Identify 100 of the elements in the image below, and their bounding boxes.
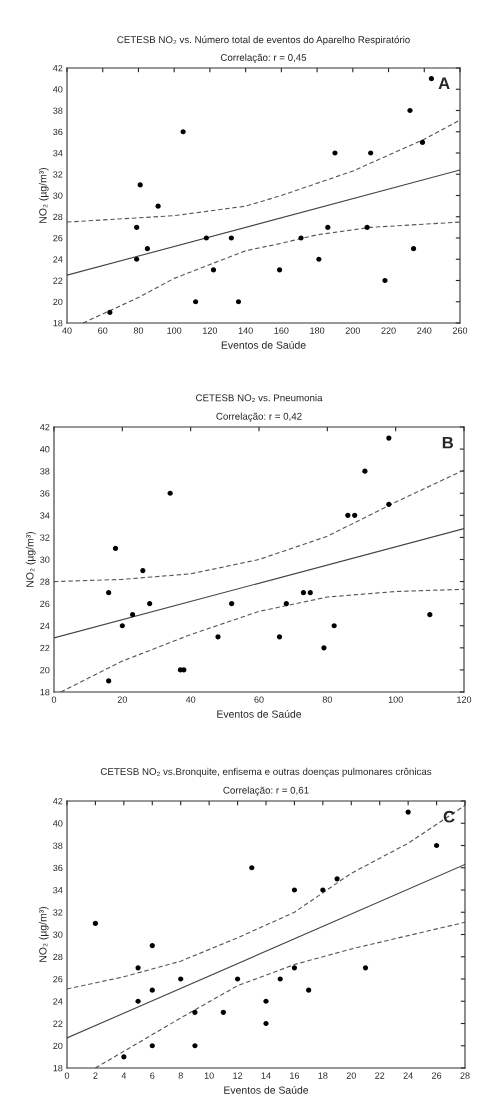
point (149, 1043, 155, 1049)
point (228, 235, 234, 241)
x-axis-title: Eventos de Saúde (217, 710, 302, 718)
point (306, 987, 312, 993)
point (134, 256, 140, 262)
point (263, 998, 269, 1004)
point (291, 887, 298, 893)
chart-subtitle: Correlação: r = 0,61 (223, 786, 309, 796)
x-tick-label: 0 (64, 1072, 70, 1079)
point (203, 235, 209, 241)
point (332, 150, 338, 156)
point (325, 224, 331, 230)
y-tick-label: 22 (53, 1020, 63, 1027)
y-tick-label: 28 (53, 953, 63, 961)
y-tick-label: 32 (53, 909, 63, 916)
x-tick-label: 10 (204, 1072, 214, 1079)
point (215, 634, 221, 640)
point (320, 887, 326, 893)
x-tick-label: 100 (167, 327, 182, 334)
x-axis-title: Eventos de Saúde (221, 341, 306, 349)
x-tick-label: 40 (185, 696, 196, 703)
y-tick-label: 20 (53, 1042, 63, 1050)
x-tick-label: 200 (345, 327, 360, 334)
point (210, 267, 217, 273)
y-tick-label: 38 (40, 468, 50, 475)
x-tick-label: 18 (318, 1072, 328, 1079)
annotation: B (442, 436, 453, 449)
y-tick-label: 40 (40, 446, 50, 453)
x-tick-label: 180 (310, 327, 325, 334)
x-tick-label: 80 (133, 327, 144, 334)
y-tick-label: 42 (53, 64, 63, 72)
point (167, 490, 173, 496)
point (298, 235, 304, 241)
point (193, 299, 199, 305)
point (428, 76, 435, 82)
point (276, 634, 283, 640)
point (235, 299, 242, 305)
y-tick-label: 24 (53, 256, 63, 263)
y-tick-label: 28 (40, 578, 50, 585)
x-tick-label: 260 (452, 327, 468, 334)
point (106, 678, 112, 684)
y-tick-label: 22 (53, 277, 63, 284)
point (112, 545, 119, 552)
x-tick-label: 22 (375, 1072, 385, 1079)
y-tick-label: 40 (53, 820, 63, 827)
x-tick-label: 8 (178, 1072, 183, 1079)
y-tick-label: 36 (53, 864, 63, 872)
x-tick-label: 60 (98, 327, 108, 334)
point (316, 256, 322, 262)
line-series (54, 469, 464, 583)
y-tick-label: 36 (53, 128, 63, 136)
point (291, 965, 298, 971)
point (192, 1043, 198, 1049)
point (149, 987, 155, 993)
y-axis-title: NO₂ (µg/m³) (25, 531, 36, 587)
point (331, 623, 337, 629)
point (121, 1054, 127, 1060)
y-tick-label: 40 (53, 86, 63, 93)
chart-title: CETESB NO₂ vs. Pneumonia (196, 394, 323, 402)
y-tick-label: 42 (53, 797, 63, 805)
point (192, 1009, 198, 1015)
point (135, 998, 141, 1004)
annotation: A (438, 77, 450, 89)
point (419, 139, 426, 145)
x-tick-label: 0 (51, 696, 57, 703)
x-tick-label: 26 (432, 1072, 442, 1079)
y-tick-label: 32 (53, 171, 63, 178)
point (181, 667, 187, 673)
line-series (94, 921, 465, 1068)
point (234, 976, 241, 982)
point (321, 645, 327, 651)
point (405, 809, 411, 815)
y-tick-label: 32 (40, 534, 50, 541)
point (334, 876, 340, 882)
chart-subtitle: Correlação: r = 0,42 (216, 412, 302, 422)
y-tick-label: 26 (40, 600, 50, 608)
y-tick-label: 42 (40, 423, 50, 431)
y-tick-label: 18 (40, 688, 50, 696)
point (137, 182, 143, 188)
point (276, 267, 283, 273)
x-tick-label: 160 (274, 327, 289, 334)
point (140, 567, 146, 574)
point (410, 246, 417, 252)
y-tick-label: 36 (40, 490, 50, 497)
point (134, 224, 140, 230)
x-tick-label: 12 (233, 1072, 243, 1079)
point (147, 601, 153, 607)
point (106, 590, 112, 596)
point (368, 150, 374, 156)
point (427, 612, 433, 618)
line-series (60, 588, 464, 692)
x-tick-label: 40 (62, 327, 72, 334)
x-axis-title: Eventos de Saúde (224, 1086, 309, 1094)
point (382, 277, 388, 284)
point (362, 468, 368, 474)
y-tick-label: 26 (53, 975, 63, 983)
point (229, 601, 235, 607)
y-tick-label: 22 (40, 644, 50, 652)
y-tick-label: 38 (53, 842, 63, 849)
x-tick-label: 16 (290, 1072, 300, 1079)
